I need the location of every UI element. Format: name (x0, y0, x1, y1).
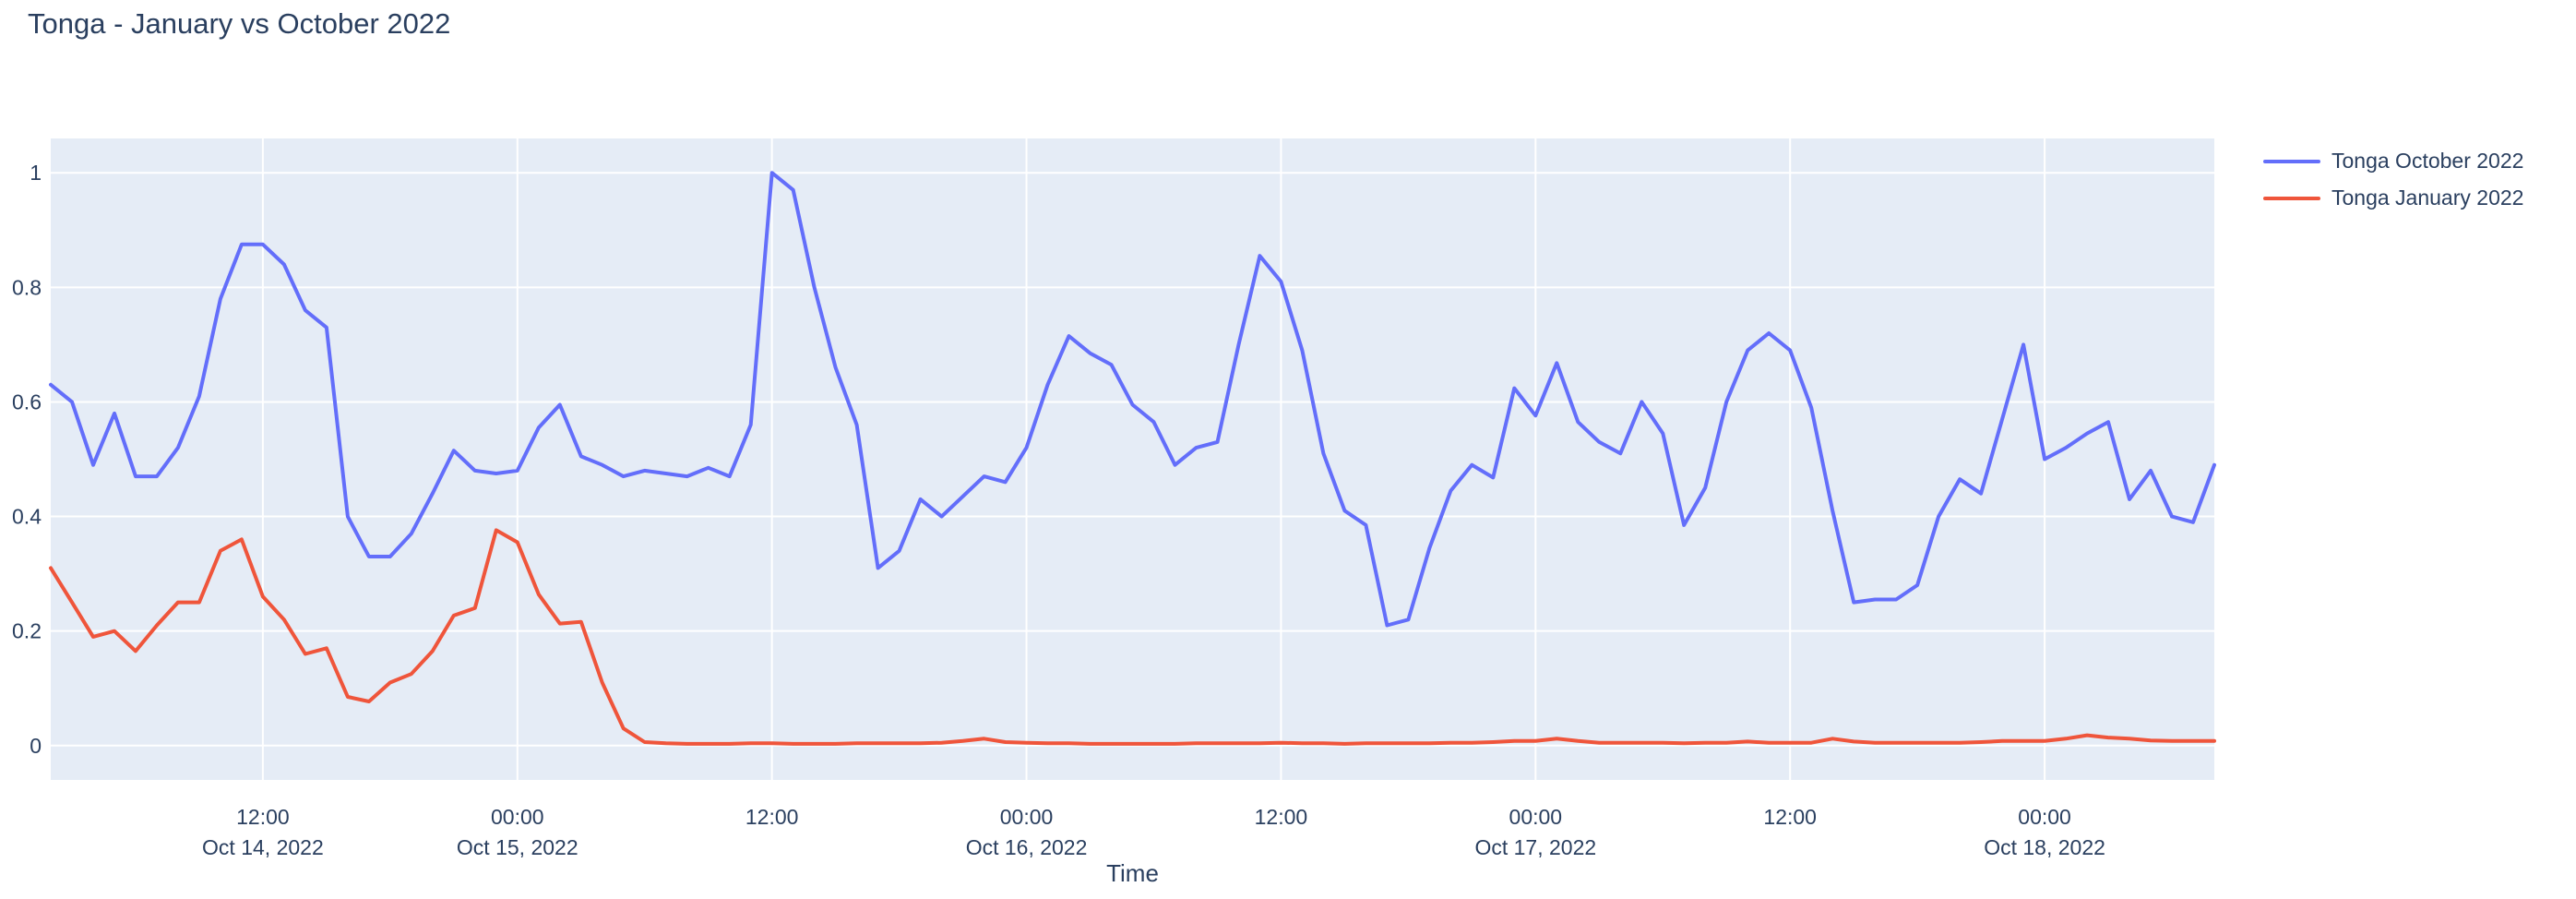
x-tick-time-label: 12:00 (745, 805, 799, 829)
legend-label: Tonga January 2022 (2332, 186, 2524, 210)
chart-title: Tonga - January vs October 2022 (28, 7, 451, 40)
x-axis-title: Time (1106, 859, 1159, 887)
x-tick-date-label: Oct 18, 2022 (1984, 835, 2105, 859)
x-tick-time-label: 12:00 (1763, 805, 1817, 829)
x-tick-time-label: 00:00 (491, 805, 544, 829)
x-tick-time-label: 12:00 (1255, 805, 1308, 829)
x-tick-date-label: Oct 17, 2022 (1474, 835, 1596, 859)
legend-label: Tonga October 2022 (2332, 149, 2524, 173)
y-tick-label: 0.8 (12, 275, 42, 299)
y-tick-label: 0.6 (12, 390, 42, 414)
x-tick-date-label: Oct 15, 2022 (457, 835, 578, 859)
y-tick-label: 1 (30, 161, 42, 185)
x-tick-date-label: Oct 16, 2022 (966, 835, 1088, 859)
legend-swatch-icon (2263, 196, 2320, 200)
x-tick-time-label: 12:00 (236, 805, 290, 829)
legend-item-january[interactable]: Tonga January 2022 (2263, 183, 2523, 213)
plot-area[interactable] (51, 138, 2214, 780)
x-tick-time-label: 00:00 (1509, 805, 1563, 829)
x-tick-time-label: 00:00 (1000, 805, 1054, 829)
x-tick-time-label: 00:00 (2018, 805, 2071, 829)
legend-swatch-icon (2263, 159, 2320, 163)
series-line-january[interactable] (49, 528, 2216, 746)
y-tick-label: 0 (30, 734, 42, 758)
series-line-october[interactable] (49, 171, 2216, 628)
y-tick-label: 0.4 (12, 505, 42, 529)
x-tick-date-label: Oct 14, 2022 (202, 835, 324, 859)
legend: Tonga October 2022 Tonga January 2022 (2263, 146, 2523, 213)
y-tick-label: 0.2 (12, 619, 42, 643)
legend-item-october[interactable]: Tonga October 2022 (2263, 146, 2523, 176)
